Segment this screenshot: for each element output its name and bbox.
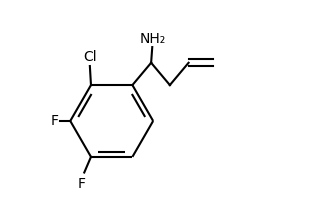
Text: F: F	[78, 177, 86, 191]
Text: NH₂: NH₂	[139, 32, 165, 46]
Text: Cl: Cl	[83, 50, 97, 64]
Text: F: F	[51, 114, 59, 128]
